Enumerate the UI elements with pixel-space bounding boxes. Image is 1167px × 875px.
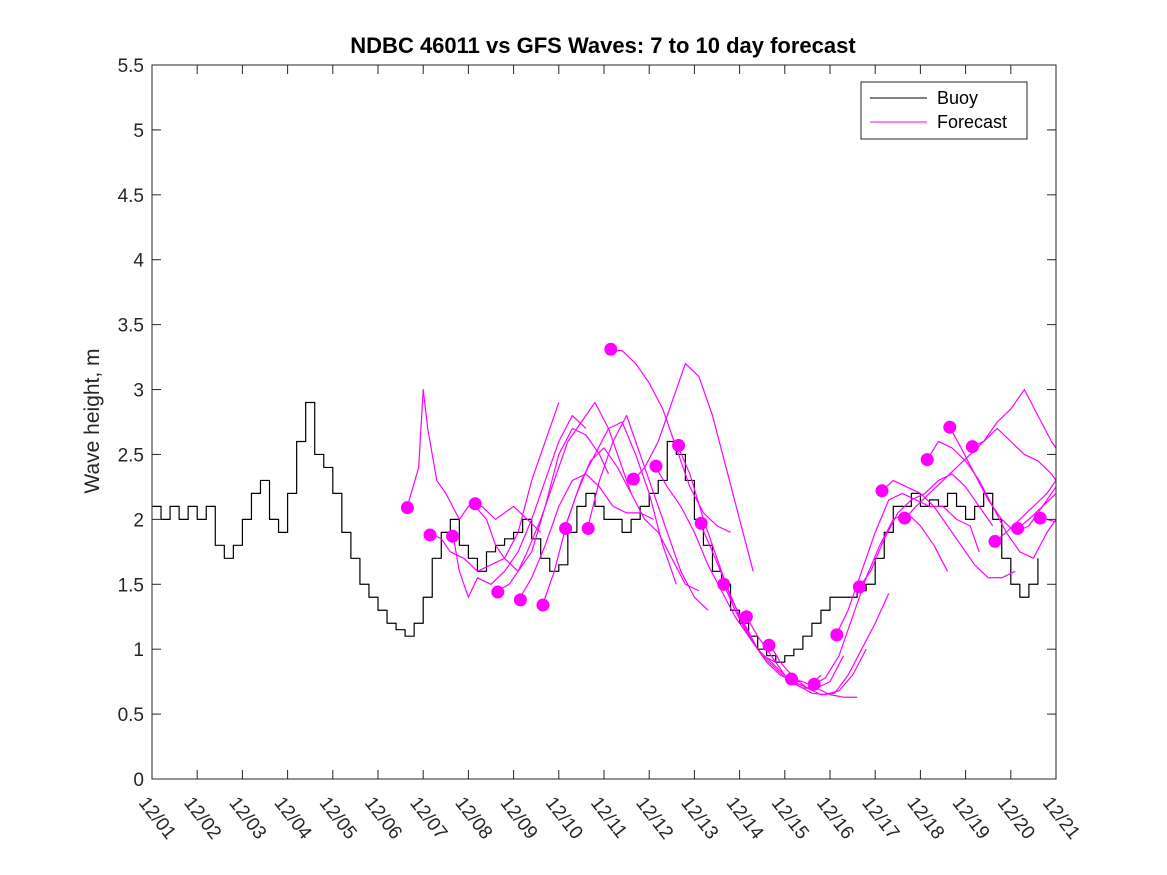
forecast-start-marker <box>1033 511 1047 525</box>
y-tick-label: 5.5 <box>118 56 144 77</box>
y-tick-label: 4 <box>133 251 144 272</box>
forecast-series-line <box>813 512 949 685</box>
forecast-start-marker <box>400 501 414 515</box>
forecast-start-marker <box>536 598 550 612</box>
y-tick-label: 5 <box>133 121 144 142</box>
y-axis-label: Wave height, m <box>81 348 104 493</box>
forecast-series-line <box>542 421 677 604</box>
y-tick-label: 1.5 <box>118 575 144 596</box>
forecast-series-line <box>565 447 700 592</box>
forecast-series-line <box>497 401 632 592</box>
y-tick-label: 3.5 <box>118 316 144 337</box>
forecast-start-marker <box>807 677 821 691</box>
forecast-series-line <box>972 388 1057 449</box>
forecast-start-marker <box>446 529 460 543</box>
forecast-series-line <box>610 350 731 533</box>
forecast-start-marker <box>943 420 957 434</box>
forecast-start-marker <box>649 459 663 473</box>
forecast-start-marker <box>717 577 731 591</box>
forecast-start-marker <box>1011 521 1025 535</box>
y-axis-ticks: 0 0.5 1 1.5 2 2.5 3 3.5 4 4.5 5 5.5 <box>118 56 1056 791</box>
forecast-series-line <box>1017 492 1057 529</box>
forecast-series-line <box>451 414 587 598</box>
forecast-start-marker <box>762 638 776 652</box>
y-tick-label: 2.5 <box>118 445 144 466</box>
legend: Buoy Forecast <box>860 81 1028 140</box>
forecast-start-marker <box>739 610 753 624</box>
forecast-series-line <box>723 584 845 689</box>
forecast-start-marker <box>626 472 640 486</box>
forecast-series-line <box>791 678 858 698</box>
forecast-series-line <box>587 414 709 611</box>
forecast-series-line <box>429 402 560 572</box>
forecast-series-line <box>474 427 610 572</box>
forecast-start-marker <box>559 521 573 535</box>
legend-forecast-label: Forecast <box>937 112 1007 132</box>
forecast-series-line <box>519 473 654 598</box>
legend-box <box>860 81 1028 140</box>
forecast-start-marker <box>468 497 482 511</box>
buoy-series-line <box>152 401 1039 663</box>
forecast-series-line <box>858 473 994 588</box>
forecast-start-marker <box>898 511 912 525</box>
forecast-series-line <box>632 362 754 572</box>
forecast-start-marker <box>513 593 527 607</box>
forecast-start-marker <box>785 672 799 686</box>
forecast-start-marker <box>491 585 505 599</box>
forecast-start-marker <box>875 484 889 498</box>
y-tick-label: 0 <box>133 770 144 791</box>
legend-buoy-label: Buoy <box>937 88 978 108</box>
forecast-start-marker <box>920 453 934 467</box>
forecast-start-marker <box>604 342 618 356</box>
marker-layer <box>400 342 1047 691</box>
forecast-start-marker <box>672 438 686 452</box>
forecast-start-marker <box>965 440 979 454</box>
forecast-series-line <box>406 388 542 533</box>
y-tick-label: 1 <box>133 640 144 661</box>
forecast-start-marker <box>988 534 1002 548</box>
y-tick-label: 2 <box>133 510 144 531</box>
y-tick-label: 3 <box>133 381 144 402</box>
forecast-start-marker <box>423 528 437 542</box>
forecast-series-line <box>994 480 1057 542</box>
forecast-series-line <box>836 492 980 634</box>
y-tick-label: 4.5 <box>118 186 144 207</box>
chart-title: NDBC 46011 vs GFS Waves: 7 to 10 day for… <box>350 33 856 58</box>
forecast-start-marker <box>694 516 708 530</box>
series-layer <box>152 350 1057 698</box>
forecast-start-marker <box>830 628 844 642</box>
y-tick-label: 0.5 <box>118 705 144 726</box>
forecast-start-marker <box>852 580 866 594</box>
forecast-series-line <box>881 479 1016 579</box>
forecast-start-marker <box>581 521 595 535</box>
